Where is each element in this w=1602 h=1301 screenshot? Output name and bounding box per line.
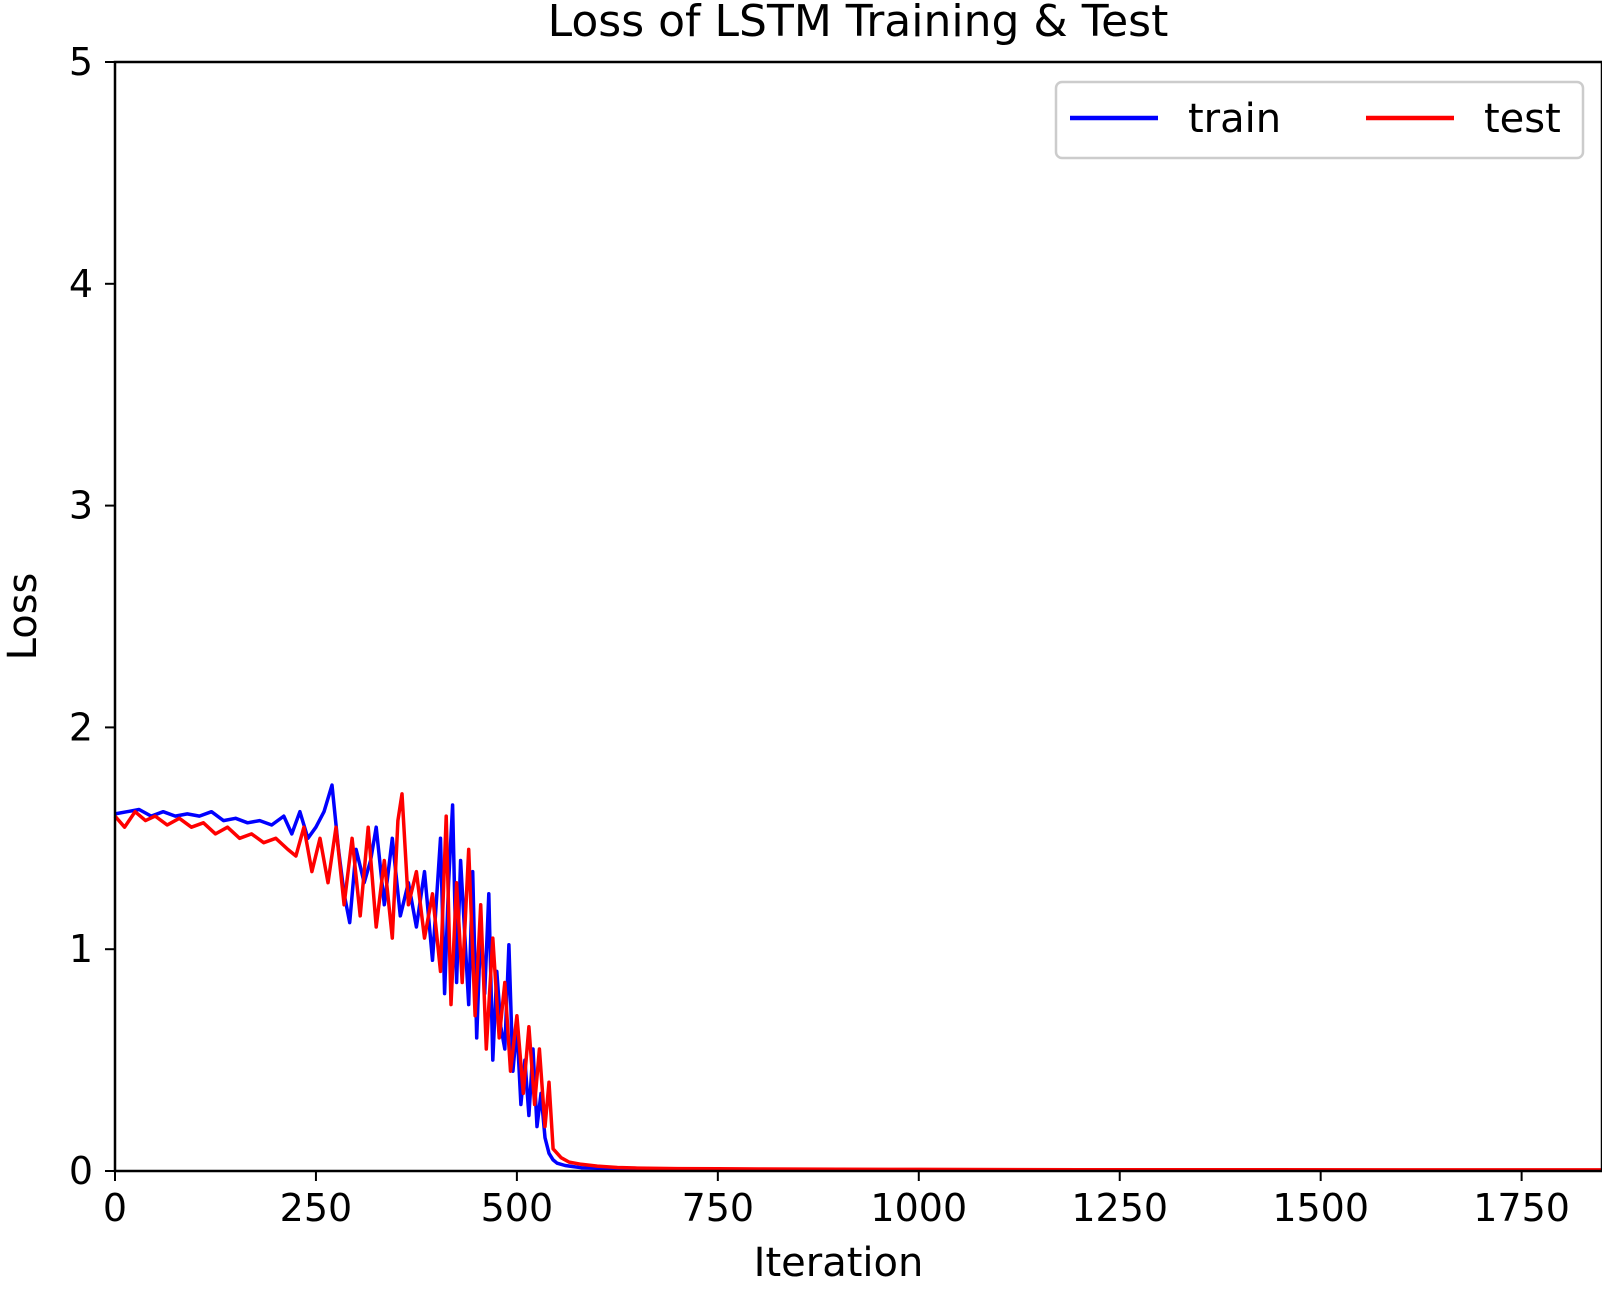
x-tick-label: 1500 [1272, 1186, 1369, 1230]
x-axis-label: Iteration [754, 1240, 924, 1286]
y-tick-label: 0 [69, 1149, 93, 1193]
legend-items: train test [1070, 96, 1561, 142]
legend-box [1054, 80, 1585, 160]
series-layer [113, 783, 1602, 1173]
y-tick-label: 3 [69, 484, 93, 528]
legend: train test [1054, 80, 1585, 160]
plot-area [113, 60, 1602, 1173]
y-tick-label: 4 [69, 262, 93, 306]
x-tick-label: 1250 [1071, 1186, 1168, 1230]
x-tick-label: 500 [481, 1186, 554, 1230]
y-axis-label: Loss [0, 573, 46, 661]
series-line-test [113, 792, 1602, 1172]
y-tick-label: 5 [69, 40, 93, 84]
y-tick-label: 1 [69, 927, 93, 971]
chart-title: Loss of LSTM Training & Test [548, 0, 1169, 47]
x-tick-label: 250 [280, 1186, 353, 1230]
y-axis: 0 1 2 3 4 5 [69, 40, 115, 1193]
plot-frame [113, 60, 1602, 1173]
x-tick-label: 1750 [1473, 1186, 1570, 1230]
legend-label-test: test [1484, 96, 1561, 142]
x-tick-label: 0 [103, 1186, 127, 1230]
x-tick-label: 750 [682, 1186, 755, 1230]
x-axis: 0 250 500 750 1000 1250 1500 1750 [103, 1171, 1570, 1230]
x-tick-label: 1000 [870, 1186, 967, 1230]
legend-label-train: train [1188, 96, 1281, 142]
series-line-train [114, 783, 1602, 1173]
y-tick-label: 2 [69, 705, 93, 749]
